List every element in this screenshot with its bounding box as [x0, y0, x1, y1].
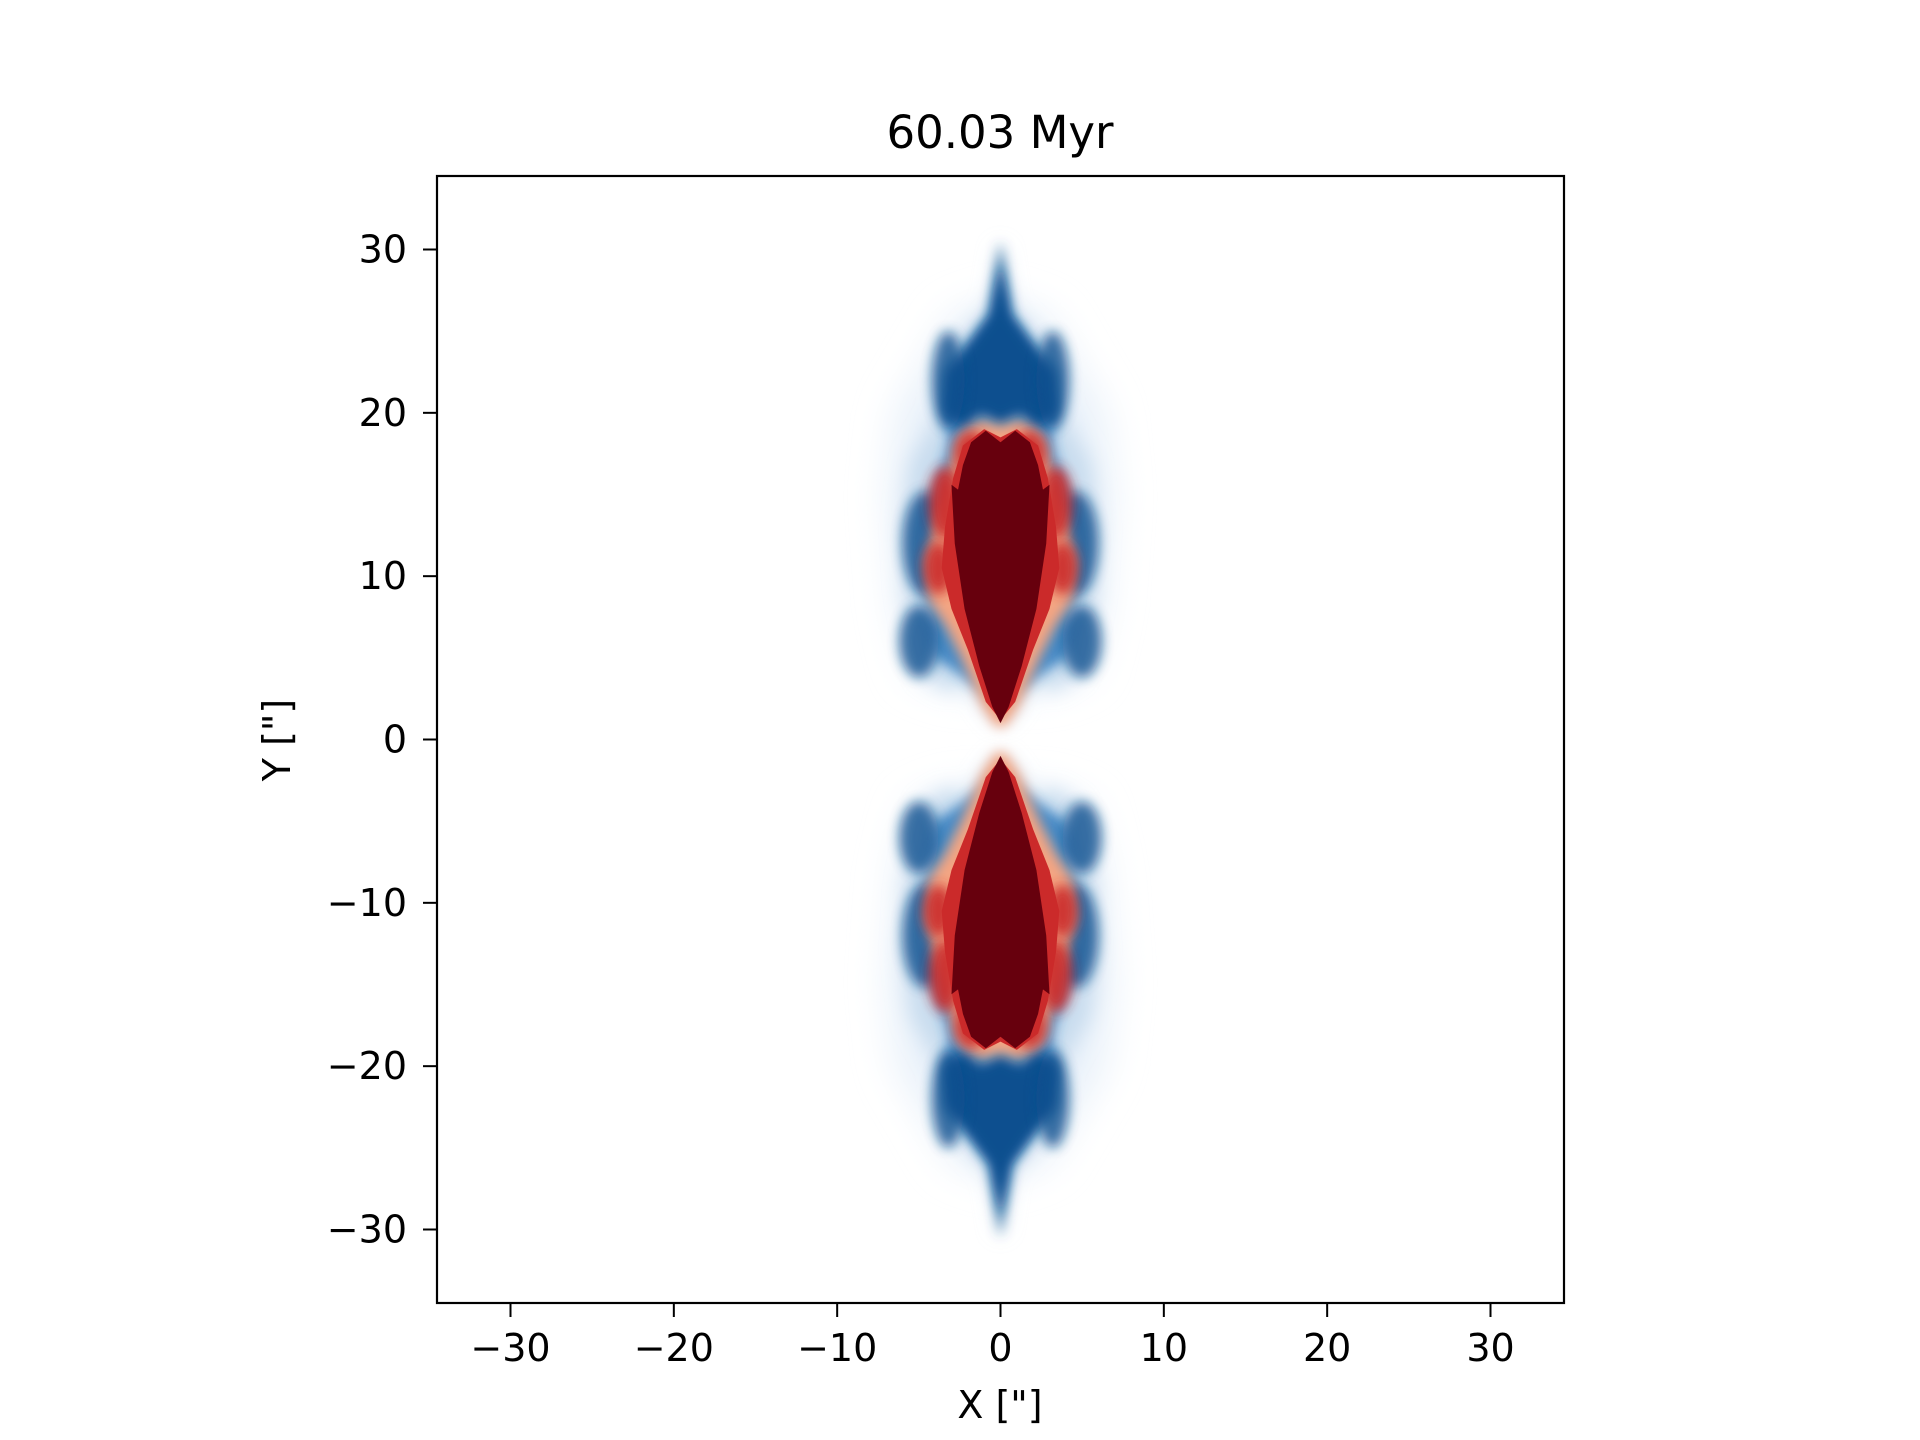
x-tick-label: −30 — [470, 1326, 550, 1370]
vortex-blue-north — [899, 605, 939, 678]
y-tick-label: −10 — [327, 881, 407, 925]
x-tick-label: 30 — [1466, 1326, 1514, 1370]
y-axis-label: Y ["] — [255, 699, 299, 782]
x-tick-label: −20 — [634, 1326, 714, 1370]
x-tick-label: 0 — [988, 1326, 1012, 1370]
cocoon-tip-north — [943, 241, 1058, 430]
y-tick-label: −30 — [327, 1208, 407, 1252]
vortex-blue-south — [931, 1049, 965, 1148]
y-tick-label: −20 — [327, 1044, 407, 1088]
vortex-blue-south — [899, 801, 939, 874]
jet-core-south — [951, 755, 1050, 1049]
cocoon-tip-south — [943, 1049, 1058, 1238]
x-tick-label: −10 — [797, 1326, 877, 1370]
y-tick-label: 20 — [359, 391, 407, 435]
x-axis-label: X ["] — [957, 1383, 1042, 1427]
x-tick-label: 20 — [1303, 1326, 1351, 1370]
y-tick-label: 10 — [359, 554, 407, 598]
y-tick-label: 30 — [359, 228, 407, 272]
vortex-blue-north — [1062, 605, 1102, 678]
heatmap-image — [886, 241, 1115, 1238]
y-axis-ticks: 30 20 10 0 −10 −20 −30 — [327, 228, 437, 1252]
x-axis-ticks: −30 −20 −10 0 10 20 30 — [470, 1303, 1515, 1370]
vortex-blue-south — [1036, 1049, 1070, 1148]
x-tick-label: 10 — [1140, 1326, 1188, 1370]
y-tick-label: 0 — [383, 718, 407, 762]
vortex-blue-north — [931, 331, 965, 430]
chart-title: 60.03 Myr — [886, 106, 1114, 159]
vortex-blue-south — [1062, 801, 1102, 874]
jet-core-north — [951, 430, 1050, 724]
vortex-blue-north — [1036, 331, 1070, 430]
